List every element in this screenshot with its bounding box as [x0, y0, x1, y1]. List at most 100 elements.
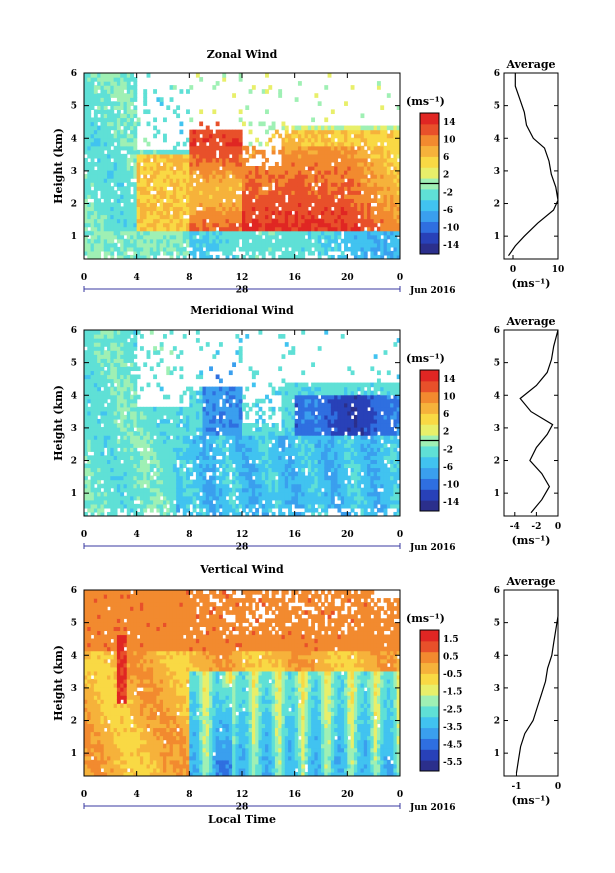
heatmap-cell	[84, 418, 88, 424]
heatmap-cell	[268, 174, 273, 179]
heatmap-cell	[199, 402, 204, 408]
heatmap-cell	[202, 206, 207, 212]
heatmap-cell	[139, 242, 144, 248]
heatmap-cell	[107, 427, 111, 432]
heatmap-cell	[265, 443, 269, 448]
heatmap-cell	[386, 149, 391, 155]
heatmap-cell	[90, 366, 95, 372]
heatmap-cell	[245, 166, 250, 171]
heatmap-cell	[261, 451, 266, 456]
heatmap-cell	[202, 250, 207, 256]
heatmap-cell	[294, 194, 299, 199]
heatmap-cell	[265, 475, 269, 481]
heatmap-cell	[136, 202, 141, 208]
heatmap-cell	[235, 511, 240, 516]
heatmap-cell	[116, 218, 121, 224]
heatmap-cell	[337, 141, 342, 147]
heatmap-cell	[103, 427, 108, 432]
heatmap-cell	[93, 121, 98, 127]
heatmap-cell	[84, 358, 88, 363]
heatmap-cell	[360, 145, 365, 151]
heatmap-cell	[380, 238, 385, 244]
heatmap-cell	[133, 153, 138, 159]
heatmap-cell	[176, 479, 181, 485]
heatmap-cell	[186, 418, 190, 424]
heatmap-cell	[278, 210, 283, 216]
heatmap-cell	[169, 161, 174, 167]
heatmap-cell	[251, 206, 256, 212]
heatmap-cell	[225, 137, 230, 143]
heatmap-cell	[363, 190, 368, 195]
heatmap-cell	[195, 402, 200, 408]
heatmap-cell	[156, 455, 161, 460]
heatmap-cell	[376, 170, 381, 175]
heatmap-cell	[380, 254, 385, 259]
heatmap-cell	[255, 418, 260, 424]
heatmap-cell	[182, 230, 187, 236]
heatmap-cell	[120, 166, 125, 171]
heatmap-cell	[139, 507, 144, 513]
heatmap-cell	[301, 210, 306, 216]
heatmap-cell	[93, 254, 98, 259]
heatmap-cell	[172, 503, 177, 509]
heatmap-cell	[133, 338, 138, 343]
heatmap-cell	[218, 246, 223, 252]
heatmap-cell	[396, 182, 400, 187]
heatmap-cell	[179, 398, 184, 404]
heatmap-cell	[363, 234, 368, 240]
heatmap-cell	[130, 398, 134, 404]
heatmap-cell	[153, 186, 158, 191]
heatmap-cell	[209, 234, 213, 240]
heatmap-cell	[163, 431, 167, 436]
heatmap-cell	[281, 182, 286, 187]
heatmap-cell	[93, 129, 98, 135]
heatmap-cell	[123, 238, 128, 244]
heatmap-cell	[307, 226, 312, 232]
heatmap-cell	[261, 242, 266, 248]
heatmap-cell	[245, 186, 250, 191]
heatmap-cell	[311, 133, 316, 139]
heatmap-cell	[205, 431, 210, 436]
heatmap-cell	[311, 174, 316, 179]
heatmap-cell	[238, 491, 243, 497]
heatmap-cell	[317, 125, 322, 131]
heatmap-cell	[153, 479, 158, 485]
heatmap-cell	[169, 254, 174, 259]
heatmap-cell	[232, 507, 237, 513]
heatmap-cell	[202, 178, 207, 183]
heatmap-cell	[146, 234, 151, 240]
heatmap-cell	[209, 390, 213, 396]
heatmap-cell	[110, 73, 115, 78]
heatmap-cell	[242, 218, 246, 224]
heatmap-cell	[143, 153, 148, 159]
heatmap-cell	[225, 483, 230, 489]
heatmap-cell	[149, 149, 154, 155]
heatmap-cell	[353, 153, 358, 159]
heatmap-cell	[321, 129, 325, 135]
heatmap-cell	[153, 439, 158, 444]
heatmap-cell	[172, 230, 177, 236]
heatmap-cell	[248, 194, 253, 199]
heatmap-cell	[218, 153, 223, 159]
heatmap-cell	[189, 439, 194, 444]
heatmap-cell	[113, 133, 118, 139]
heatmap-cell	[202, 194, 207, 199]
heatmap-cell	[294, 246, 299, 252]
heatmap-cell	[87, 81, 92, 86]
heatmap-cell	[169, 246, 174, 252]
heatmap-cell	[120, 410, 125, 416]
heatmap-cell	[205, 238, 210, 244]
heatmap-cell	[130, 226, 134, 232]
heatmap-cell	[163, 451, 167, 456]
heatmap-cell	[153, 238, 158, 244]
heatmap-cell	[116, 451, 121, 456]
heatmap-cell	[97, 487, 102, 493]
heatmap-cell	[363, 210, 368, 216]
heatmap-cell	[291, 178, 296, 183]
heatmap-cell	[238, 431, 243, 436]
heatmap-cell	[143, 198, 148, 203]
heatmap-cell	[373, 153, 378, 159]
heatmap-cell	[107, 238, 111, 244]
heatmap-cell	[307, 182, 312, 187]
heatmap-cell	[265, 234, 269, 240]
